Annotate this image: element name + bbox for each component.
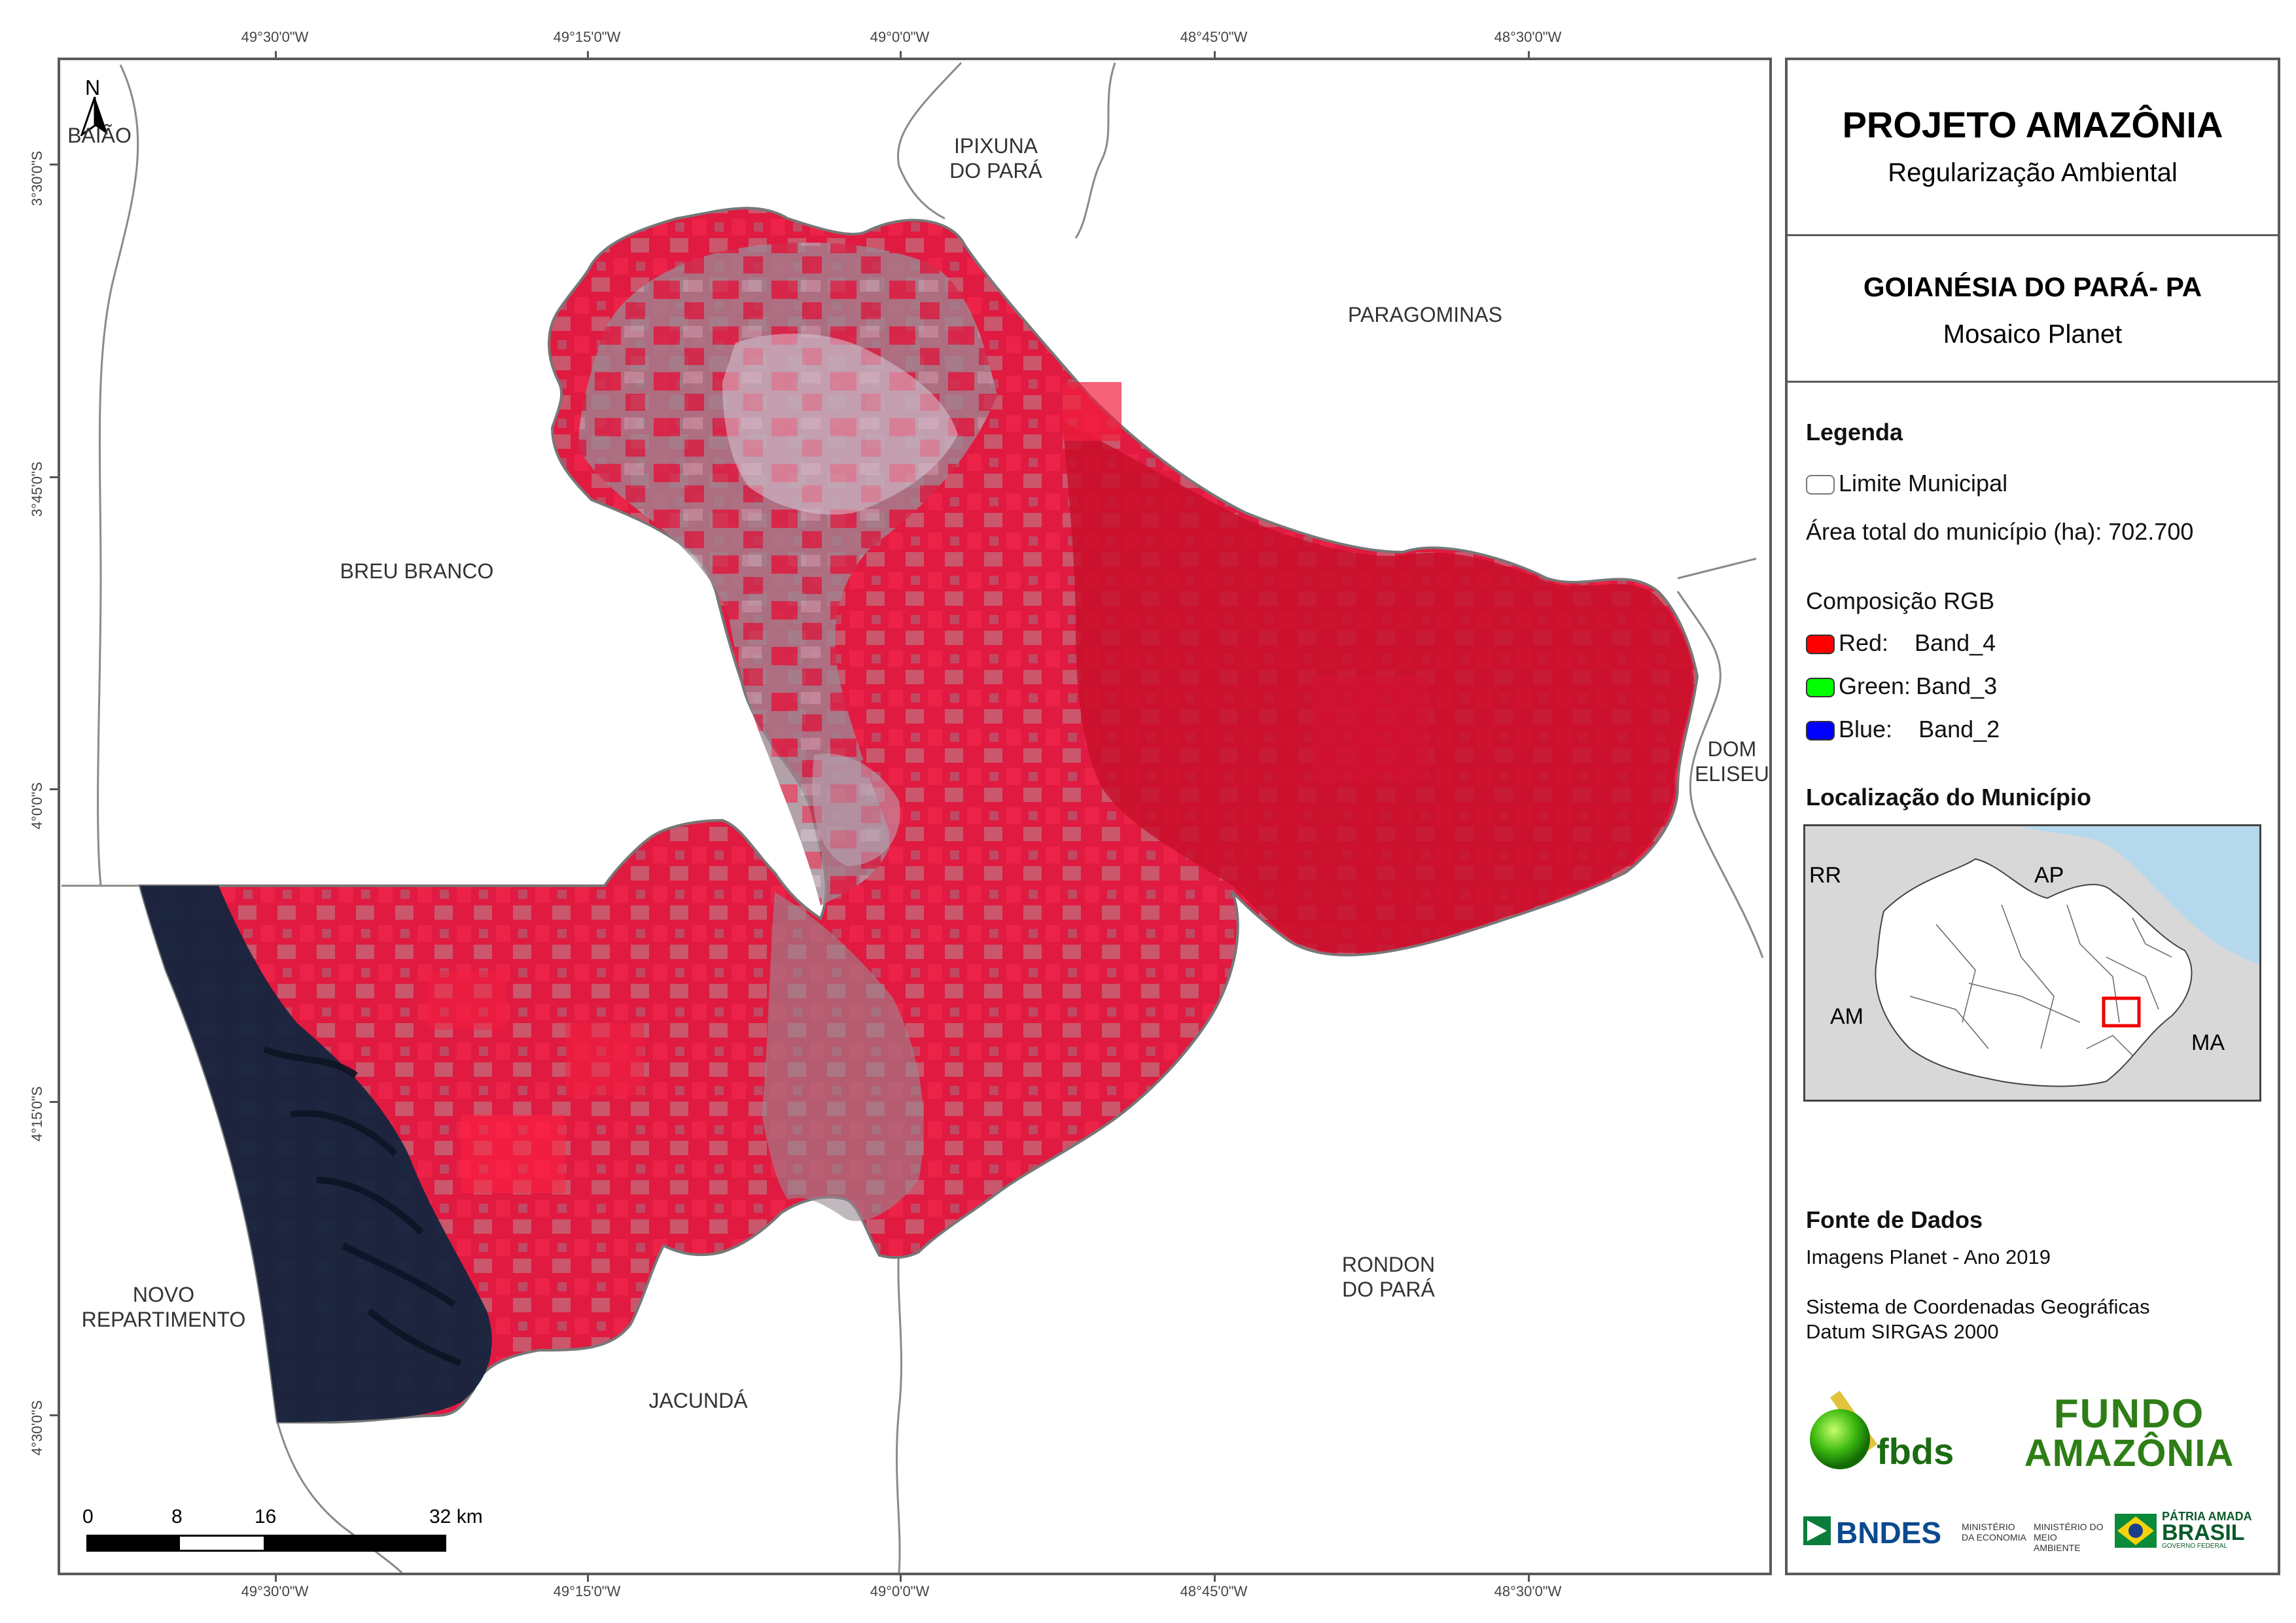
label-paragominas: PARAGOMINAS	[1348, 303, 1502, 326]
label-baiao: BAIÃO	[67, 124, 132, 147]
municipal-boundaries	[62, 61, 1764, 1573]
divider-2	[1788, 381, 2278, 383]
label-ipixuna: IPIXUNA DO PARÁ	[949, 134, 1042, 183]
coord-left-5: 4°30'0"S	[29, 1400, 45, 1456]
label-breu-branco: BREU BRANCO	[340, 559, 494, 583]
rgb-heading: Composição RGB	[1806, 587, 1995, 614]
scale-segment-3	[266, 1535, 446, 1552]
goianesia-polygon	[138, 207, 1699, 1423]
north-arrow-icon	[80, 97, 108, 136]
inset-highlight	[2102, 996, 2141, 1028]
label-dom-eliseu: DOM ELISEU	[1695, 737, 1769, 786]
inset-label-ap: AP	[2034, 863, 2064, 888]
ministerio-economia: MINISTÉRIO DA ECONOMIA	[1962, 1522, 2026, 1543]
scale-label-16: 16	[255, 1506, 277, 1527]
band-blue-row: Blue: Band_2	[1806, 716, 2000, 743]
map-canvas	[62, 61, 1764, 1573]
label-jacunda: JACUNDÁ	[648, 1389, 748, 1412]
coord-top-2: 49°15'0"W	[553, 29, 621, 45]
legend-heading: Legenda	[1806, 419, 1903, 445]
fbds-logo: fbds	[1807, 1388, 1964, 1473]
inset-label-ma: MA	[2191, 1030, 2225, 1055]
sources-heading: Fonte de Dados	[1806, 1206, 1983, 1233]
coord-left-1: 3°30'0"S	[29, 150, 45, 206]
bndes-mark-icon	[1803, 1516, 1831, 1545]
fundo-amazonia-logo: FUNDO AMAZÔNIA	[2024, 1391, 2234, 1475]
coord-top-5: 48°30'0"W	[1494, 29, 1562, 45]
map-frame: N BAIÃO IPIXUNA DO PARÁ PARAGOMINAS BREU…	[58, 58, 1772, 1575]
sources-line-1: Imagens Planet - Ano 2019	[1806, 1246, 2051, 1268]
municipality-title: GOIANÉSIA DO PARÁ- PA	[1863, 271, 2202, 302]
divider-1	[1788, 234, 2278, 236]
bndes-logo: BNDES	[1803, 1512, 1960, 1552]
patria-amada-logo: PÁTRIA AMADA BRASIL GOVERNO FEDERAL	[2115, 1507, 2272, 1553]
green-swatch	[1806, 678, 1835, 698]
mosaic-label: Mosaico Planet	[1943, 320, 2123, 349]
north-arrow: N	[79, 76, 111, 136]
scale-label-8: 8	[171, 1506, 183, 1527]
legend-limit-row: Limite Municipal	[1806, 470, 2007, 497]
label-rondon: RONDON DO PARÁ	[1341, 1253, 1436, 1301]
sources-line-2: Sistema de Coordenadas Geográficas	[1806, 1295, 2150, 1318]
fbds-mark-icon	[1810, 1390, 1878, 1469]
location-heading: Localização do Município	[1806, 784, 2092, 811]
inset-map-canvas	[1875, 826, 2259, 1087]
title-section: PROJETO AMAZÔNIA Regularização Ambiental	[1788, 60, 2278, 236]
label-novo-repartimento: NOVO REPARTIMENTO	[81, 1283, 246, 1331]
legend-panel: PROJETO AMAZÔNIA Regularização Ambiental…	[1785, 58, 2280, 1575]
municipality-section: GOIANÉSIA DO PARÁ- PA Mosaico Planet	[1788, 236, 2278, 381]
inset-label-am: AM	[1830, 1004, 1863, 1029]
red-swatch	[1806, 635, 1835, 655]
coord-top-1: 49°30'0"W	[241, 29, 309, 45]
blue-swatch	[1806, 721, 1835, 741]
scale-label-0: 0	[82, 1506, 94, 1527]
brazil-flag-icon	[2115, 1514, 2157, 1548]
project-subtitle: Regularização Ambiental	[1888, 158, 2178, 187]
scale-segment-1	[86, 1535, 178, 1552]
coord-bottom-5: 48°30'0"W	[1494, 1583, 1562, 1599]
ministerio-meio-ambiente: MINISTÉRIO DO MEIO AMBIENTE	[2034, 1522, 2104, 1553]
coord-bottom-3: 49°0'0"W	[870, 1583, 930, 1599]
area-total: Área total do município (ha): 702.700	[1806, 518, 2194, 545]
coord-top-4: 48°45'0"W	[1180, 29, 1248, 45]
coord-top-3: 49°0'0"W	[870, 29, 930, 45]
scale-bar: 0 8 16 32 km	[82, 1506, 488, 1558]
band-red-row: Red: Band_4	[1806, 629, 1996, 657]
coord-left-3: 4°0'0"S	[29, 782, 45, 829]
inset-map: RR AP AM MA TO PI MT	[1803, 824, 2261, 1102]
coord-bottom-1: 49°30'0"W	[241, 1583, 309, 1599]
scale-segment-2	[178, 1535, 266, 1552]
sources-line-3: Datum SIRGAS 2000	[1806, 1320, 1999, 1343]
coord-left-4: 4°15'0"S	[29, 1086, 45, 1142]
coord-bottom-2: 49°15'0"W	[553, 1583, 621, 1599]
limit-swatch	[1806, 475, 1835, 495]
project-title: PROJETO AMAZÔNIA	[1842, 104, 2223, 145]
band-green-row: Green: Band_3	[1806, 672, 1997, 700]
coord-bottom-4: 48°45'0"W	[1180, 1583, 1248, 1599]
north-label: N	[85, 76, 101, 99]
coord-left-2: 3°45'0"S	[29, 461, 45, 517]
inset-label-rr: RR	[1809, 863, 1842, 888]
scale-label-32: 32 km	[429, 1506, 483, 1527]
